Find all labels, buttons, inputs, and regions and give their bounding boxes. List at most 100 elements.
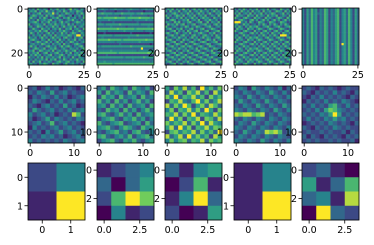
cell [276,61,278,63]
cell [169,23,171,25]
cell [196,26,198,28]
cell [306,12,308,14]
cell [191,90,196,95]
cell [70,43,72,45]
cell [339,32,341,34]
cell [265,90,270,95]
cell [54,108,59,113]
cell [287,15,289,17]
cell [260,28,262,30]
cell [265,19,267,21]
cell [260,10,262,12]
cell [344,19,346,21]
cell [187,10,189,12]
cell [165,163,180,178]
y-tick-label: 2 [86,194,92,205]
cell [207,54,209,56]
cell [341,104,346,109]
cell [132,108,137,113]
cell [238,112,243,117]
cell [136,10,138,12]
cell [81,32,83,34]
cell [276,15,278,17]
cell [37,45,39,47]
cell [67,125,72,130]
cell [67,134,72,139]
cell [252,134,257,139]
cell [263,34,265,36]
cell [136,61,138,63]
cell [174,86,179,91]
cell [189,21,191,23]
cell [278,10,280,12]
cell [117,56,119,58]
cell [136,21,138,23]
cell [72,28,74,30]
cell [136,108,141,113]
cell [117,37,119,39]
cell [106,10,108,12]
cell [106,37,108,39]
cell [341,86,346,91]
cell [101,19,103,21]
cell [110,86,115,91]
cell [185,52,187,54]
cell [172,23,174,25]
cell [213,39,215,41]
cell [178,17,180,19]
cell [81,43,83,45]
cell [271,34,273,36]
cell [61,52,63,54]
cell [263,28,265,30]
cell [324,50,326,52]
cell [249,10,251,12]
cell [302,112,307,117]
cell [50,52,52,54]
cell [37,139,42,144]
cell [236,37,238,39]
cell [141,121,146,126]
y-tick-label: 0 [17,5,23,16]
cell [35,15,37,17]
cell [243,41,245,43]
cell [104,26,106,28]
cell [204,39,206,41]
cell [126,17,128,19]
cell [326,37,328,39]
cell [176,15,178,17]
cell [72,41,74,43]
cell [41,23,43,25]
cell [167,10,169,12]
cell [167,39,169,41]
cell [258,17,260,19]
cell [260,23,262,25]
cell [112,47,114,49]
cell [63,45,65,47]
cell [141,56,143,58]
cell [43,26,45,28]
cell [130,47,132,49]
cell [245,43,247,45]
cell [252,43,254,45]
cell [145,99,150,104]
cell [313,56,315,58]
cell [287,17,289,19]
y-tick-label: 0 [154,84,160,95]
cell [194,43,196,45]
cell [243,125,248,130]
cell [143,30,145,32]
cell [211,56,213,58]
cell [169,117,174,122]
cell [341,121,346,126]
cell [249,58,251,60]
cell [350,90,355,95]
cell [43,41,45,43]
cell [101,61,103,63]
cell [43,15,45,17]
cell [141,21,143,23]
cell [352,30,354,32]
cell [258,23,260,25]
cell [313,23,315,25]
cell [218,99,223,104]
cell [260,37,262,39]
